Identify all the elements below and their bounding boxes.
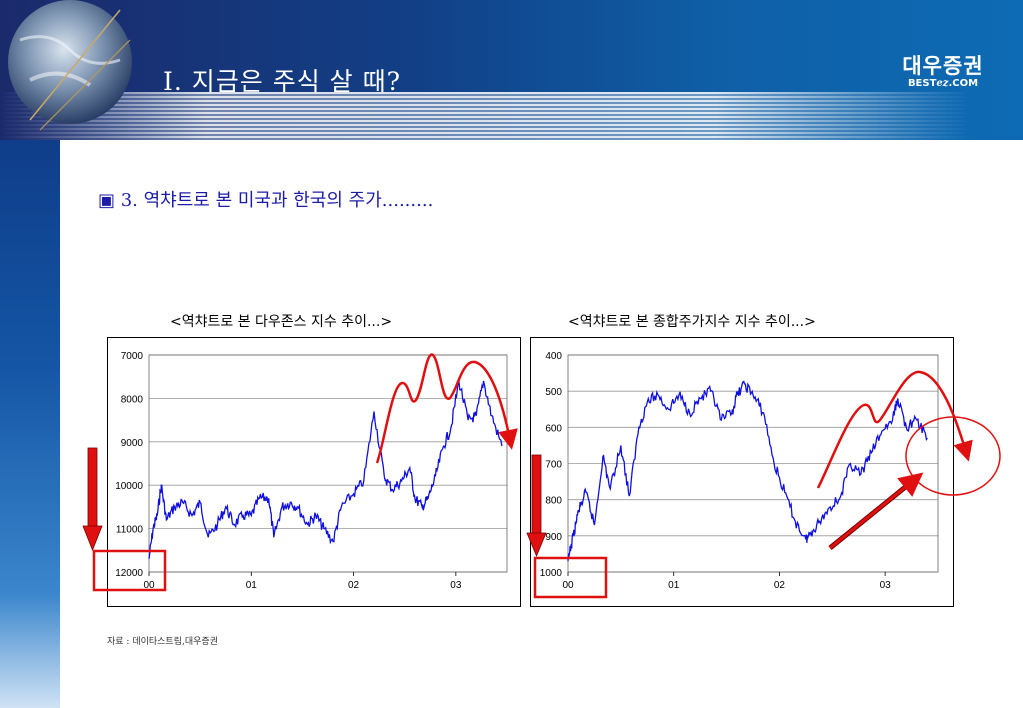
left-decorative-band <box>0 140 60 708</box>
page-title: I. 지금은 주식 살 때? <box>163 67 402 96</box>
plot-area <box>148 354 508 573</box>
x-tick-label: 00 <box>143 580 155 591</box>
y-tick-label: 900 <box>545 532 562 543</box>
header-stripes <box>0 92 1023 142</box>
kospi-chart-title: <역챠트로 본 종합주가지수 지수 추이...> <box>568 314 816 330</box>
y-tick-label: 1000 <box>540 568 563 579</box>
y-tick-label: 7000 <box>121 351 144 362</box>
x-tick-label: 02 <box>774 580 786 591</box>
source-note: 자료 : 데이타스트림,대우증권 <box>107 637 218 647</box>
logo-sub-text: BESTez.COM <box>893 78 993 89</box>
logo-main-text: 대우증권 <box>902 54 984 78</box>
chart-frame <box>530 337 954 607</box>
x-tick-label: 03 <box>450 580 462 591</box>
company-logo: 대우증권 BESTez.COM <box>893 50 993 89</box>
globe-icon <box>8 0 132 131</box>
x-tick-label: 02 <box>348 580 360 591</box>
dow-chart-title: <역챠트로 본 다우존스 지수 추이...> <box>170 314 393 330</box>
y-tick-label: 500 <box>545 387 562 398</box>
logo-sub-left: BEST <box>907 78 937 89</box>
y-tick-label: 10000 <box>115 481 143 492</box>
x-tick-label: 01 <box>246 580 258 591</box>
y-tick-label: 700 <box>545 460 562 471</box>
chart-frame <box>107 337 521 607</box>
dow-down-arrowhead <box>82 525 103 552</box>
y-tick-label: 9000 <box>121 438 144 449</box>
logo-sub-mid: ez <box>936 78 949 89</box>
y-tick-label: 800 <box>545 496 562 507</box>
y-tick-label: 8000 <box>121 394 144 405</box>
section-heading: ▣ 3. 역챠트로 본 미국과 한국의 주가......... <box>98 190 434 211</box>
y-tick-label: 400 <box>545 351 562 362</box>
dow-down-arrow-shaft <box>87 447 98 529</box>
x-tick-label: 03 <box>880 580 892 591</box>
x-tick-label: 00 <box>562 580 574 591</box>
y-tick-label: 600 <box>545 423 562 434</box>
logo-sub-right: .COM <box>948 78 979 89</box>
y-tick-label: 12000 <box>115 568 143 579</box>
y-tick-label: 11000 <box>116 525 144 536</box>
x-tick-label: 01 <box>668 580 680 591</box>
